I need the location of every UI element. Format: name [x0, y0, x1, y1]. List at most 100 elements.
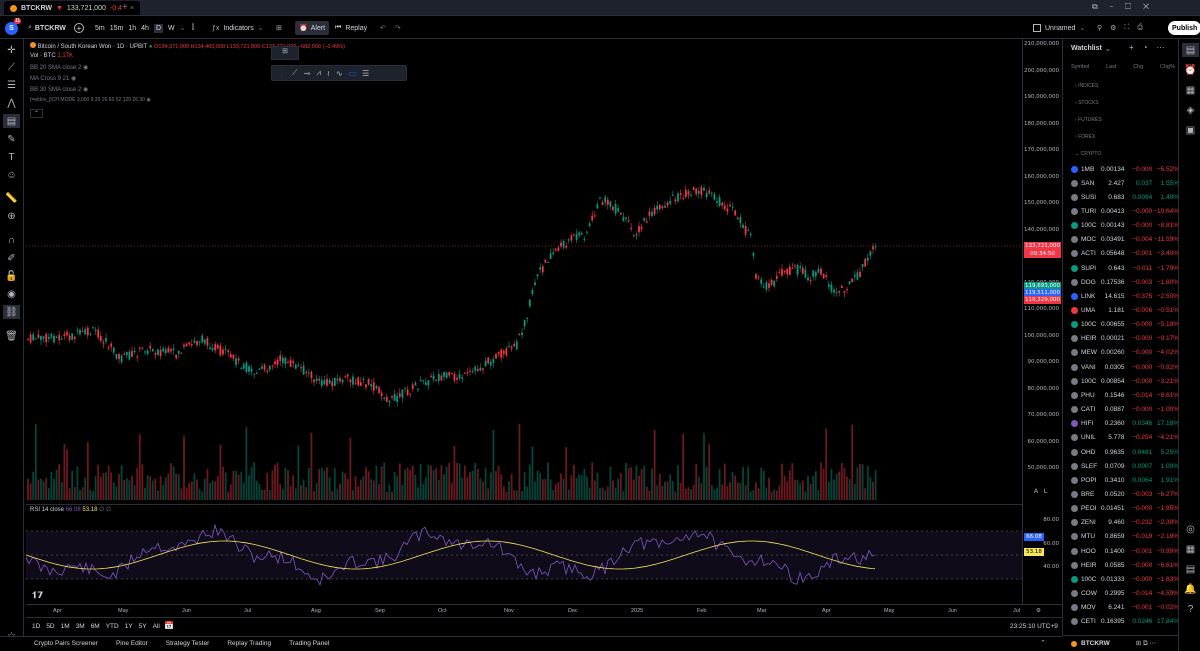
range-all[interactable]: All: [152, 623, 160, 630]
drag-handle-icon[interactable]: ⋮: [278, 68, 286, 78]
watchlist-row[interactable]: HEIR 0.0585 −0.000 −6.61%: [1063, 558, 1179, 572]
watchlist-row[interactable]: ACTI 0.05648 −0.001 −3.40%: [1063, 247, 1179, 261]
fullscreen-icon[interactable]: ⛶: [1124, 24, 1130, 31]
avatar[interactable]: S 11: [5, 18, 22, 35]
watchlist-row[interactable]: 100C 0.00143 −0.000 −8.81%: [1063, 219, 1179, 233]
watchlist-row[interactable]: SAN 2.427 0.037 1.55%: [1063, 176, 1179, 190]
add-symbol-icon[interactable]: +: [1129, 43, 1134, 52]
magnet-icon[interactable]: ∩: [7, 234, 16, 246]
watchlist-row[interactable]: LINK 14.615 −0.375 −2.50%: [1063, 289, 1179, 303]
interval-dropdown-icon[interactable]: ⌄: [179, 25, 186, 32]
watchlist-row[interactable]: PEOI 0.01451 −0.000 −1.95%: [1063, 502, 1179, 516]
bottom-tab[interactable]: Crypto Pairs Screener: [34, 640, 98, 647]
compare-button[interactable]: +: [74, 21, 84, 35]
bottom-tab[interactable]: Replay Trading: [227, 640, 272, 647]
chart-tab[interactable]: BTCKRW ▼ 133,721,000 -0.4 ×: [4, 1, 141, 15]
watchlist-row[interactable]: DOG 0.17536 −0.003 −1.80%: [1063, 275, 1179, 289]
wave-tool-icon[interactable]: ≀: [326, 68, 330, 78]
pattern-tool-icon[interactable]: ⩘: [316, 68, 321, 77]
eye-icon[interactable]: ◉: [83, 65, 89, 71]
layout-name-button[interactable]: Unnamed ⌄: [1033, 21, 1085, 35]
clock-label[interactable]: 23:25:10 UTC+9: [1010, 623, 1058, 630]
indicator-legend-4[interactable]: [=eldov_]ICH MODE 3,000 9 20 26 60 52 12…: [30, 97, 151, 103]
watchlist-row[interactable]: POPI 0.3410 0.0064 1.91%: [1063, 473, 1179, 487]
bottom-tab[interactable]: Pine Editor: [115, 640, 148, 647]
watchlist-row[interactable]: UNIL 5.778 −0.254 −4.21%: [1063, 431, 1179, 445]
watchlist-row[interactable]: 100C 0.01333 −0.000 −1.63%: [1063, 572, 1179, 586]
interval-4h[interactable]: 4h: [141, 24, 149, 32]
watchlist-sidebar-icon[interactable]: ▤: [1182, 43, 1199, 57]
watchlist-section[interactable]: › FUTURES: [1075, 117, 1102, 123]
watchlist-section[interactable]: › INDICES: [1075, 83, 1098, 89]
watchlist-row[interactable]: 100C 0.00655 −0.000 −5.19%: [1063, 318, 1179, 332]
watchlist-footer-symbol[interactable]: BTCKRW ⊞ ⧉ ⋯: [1063, 635, 1179, 651]
watchlist-row[interactable]: COW 0.2995 −0.014 −4.59%: [1063, 587, 1179, 601]
watchlist-column-header[interactable]: Symbol: [1071, 64, 1090, 70]
lock-icon[interactable]: 🔓: [5, 270, 18, 282]
redo-icon[interactable]: ↷: [394, 25, 401, 32]
chat-icon[interactable]: ◎: [1186, 523, 1195, 535]
watchlist-column-header[interactable]: Chg: [1133, 64, 1144, 70]
link-icon[interactable]: ⛓: [3, 305, 20, 319]
range-1m[interactable]: 1M: [60, 623, 70, 630]
watchlist-row[interactable]: ZENI 9.460 −0.232 −2.39%: [1063, 516, 1179, 530]
watchlist-row[interactable]: 100C 0.00854 −0.000 −3.21%: [1063, 374, 1179, 388]
brush-icon[interactable]: ✎: [7, 133, 16, 145]
advanced-view-icon[interactable]: ◔: [1142, 43, 1148, 52]
watchlist-column-header[interactable]: Last: [1106, 64, 1117, 70]
trend-line-icon[interactable]: ⟋: [8, 61, 15, 73]
watchlist-row[interactable]: MEW 0.00260 −0.000 −4.02%: [1063, 346, 1179, 360]
price-axis[interactable]: 210,000,000 200,000,000 190,000,000 180,000…: [1022, 39, 1062, 604]
watchlist-row[interactable]: PHU 0.1546 −0.014 −8.61%: [1063, 388, 1179, 402]
watchlist-row[interactable]: HIFI 0.2360 0.0346 17.18%: [1063, 417, 1179, 431]
eye-icon[interactable]: ◉: [71, 76, 77, 82]
elliott-tool-icon[interactable]: ∿: [335, 68, 343, 78]
range-6m[interactable]: 6M: [90, 623, 100, 630]
log-scale-l[interactable]: L: [1044, 489, 1048, 495]
watchlist-row[interactable]: MOC 0.03491 −0.004 −11.59%: [1063, 233, 1179, 247]
bottom-tab[interactable]: Strategy Tester: [165, 640, 210, 647]
templates-button[interactable]: ⊞: [276, 21, 282, 35]
ideas-icon[interactable]: ▦: [1185, 543, 1196, 555]
replay-button[interactable]: ⏮ Replay: [335, 21, 367, 35]
watchlist-row[interactable]: UMA 1.181 −0.006 −0.51%: [1063, 304, 1179, 318]
watchlist-row[interactable]: HOO 0.1400 −0.001 −0.99%: [1063, 544, 1179, 558]
watchlist-row[interactable]: BRE 0.0520 −0.003 −6.27%: [1063, 487, 1179, 501]
zoom-in-icon[interactable]: ⊕: [7, 210, 16, 222]
watchlist-column-header[interactable]: Chg%: [1160, 64, 1175, 70]
watchlist-section[interactable]: ⌄ CRYPTO: [1075, 151, 1101, 157]
new-tab-icon[interactable]: +: [122, 2, 128, 13]
auto-scale-a[interactable]: A: [1034, 489, 1039, 495]
indicator-legend-1[interactable]: BB 20 SMA close 2 ◉: [30, 64, 88, 71]
indicator-legend-2[interactable]: MA Cross 9 21 ◉: [30, 75, 76, 82]
interval-15m[interactable]: 15m: [109, 24, 124, 32]
undo-icon[interactable]: ↶: [380, 25, 386, 32]
forecast-icon[interactable]: ▤: [3, 114, 20, 128]
watchlist-row[interactable]: SUPI 0.643 −0.011 −1.79%: [1063, 261, 1179, 275]
window-controls[interactable]: ⧉⎯☐✕: [1092, 2, 1162, 11]
chart-settings-icon[interactable]: ⚙: [1036, 608, 1041, 614]
range-1d[interactable]: 1D: [32, 623, 41, 630]
collapse-legend-button[interactable]: ⌃: [30, 109, 44, 118]
alerts-sidebar-icon[interactable]: ⏰: [1184, 64, 1197, 76]
line-tool-icon[interactable]: ⟋: [292, 68, 298, 77]
eye-icon[interactable]: ◉: [7, 288, 16, 300]
collapse-panel-icon[interactable]: ⌃: [1040, 640, 1046, 647]
watchlist-title[interactable]: Watchlist ⌄: [1071, 45, 1111, 53]
watchlist-row[interactable]: CETI 0.16395 0.0246 17.84%: [1063, 615, 1179, 629]
watchlist-section[interactable]: › FOREX: [1075, 134, 1095, 140]
interval-w[interactable]: W: [168, 24, 175, 32]
interval-d[interactable]: D: [153, 23, 164, 33]
watchlist-row[interactable]: SUSI 0.683 0.0094 1.40%: [1063, 190, 1179, 204]
range-5y[interactable]: 5Y: [138, 623, 147, 630]
watchlist-row[interactable]: HEIR 0.00021 −0.000 −9.17%: [1063, 332, 1179, 346]
range-1y[interactable]: 1Y: [124, 623, 133, 630]
watchlist-section[interactable]: › STOCKS: [1075, 100, 1099, 106]
rsi-pane[interactable]: RSI 14 close 66.08 53.18 ∅ ∅ 𝟏𝟳: [26, 504, 1022, 604]
watchlist-row[interactable]: VANI 0.0305 −0.000 −0.92%: [1063, 360, 1179, 374]
help-icon[interactable]: ?: [1187, 603, 1194, 615]
watchlist-row[interactable]: SLEF 0.0709 0.0007 1.00%: [1063, 459, 1179, 473]
price-chart[interactable]: Bitcoin / South Korean Won · 1D · UPBIT …: [26, 39, 1047, 504]
time-axis[interactable]: Apr May Jun Jul Aug Sep Oct Nov Dec 2025 Feb Mar Apr…: [26, 604, 1062, 617]
